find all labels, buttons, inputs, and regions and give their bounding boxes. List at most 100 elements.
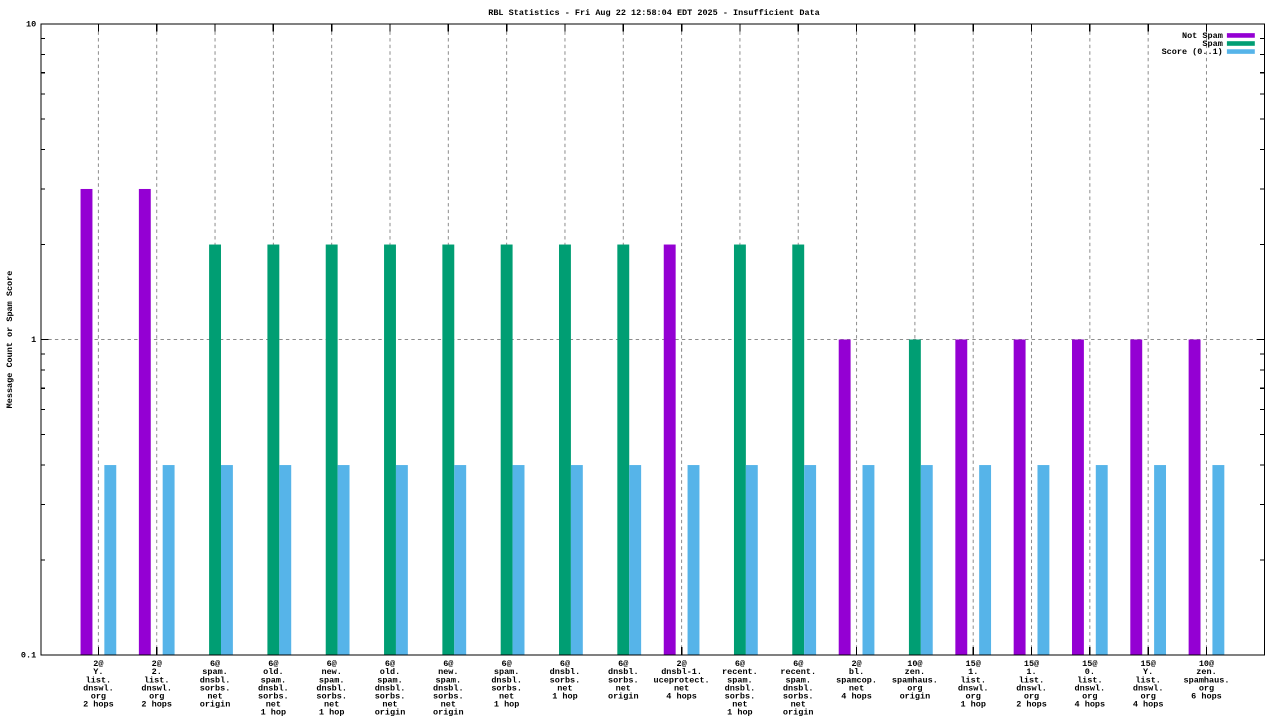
svg-text:6@: 6@ (793, 659, 803, 669)
svg-text:spam.: spam. (785, 675, 811, 685)
svg-text:spam.: spam. (727, 675, 753, 685)
svg-text:recent.: recent. (780, 667, 816, 677)
svg-text:net: net (674, 683, 689, 693)
svg-text:15@: 15@ (1082, 659, 1097, 669)
svg-text:1 hop: 1 hop (727, 708, 753, 718)
svg-text:dnsbl.: dnsbl. (783, 683, 814, 693)
svg-text:net: net (441, 700, 456, 710)
svg-text:net: net (382, 700, 397, 710)
svg-text:spamhaus.: spamhaus. (1184, 675, 1230, 685)
svg-text:org: org (1024, 692, 1039, 702)
svg-text:6@: 6@ (268, 659, 278, 669)
svg-text:4 hops: 4 hops (666, 692, 697, 702)
svg-text:15@: 15@ (966, 659, 981, 669)
svg-text:list.: list. (144, 675, 170, 685)
svg-text:2 hops: 2 hops (1016, 700, 1047, 710)
svg-text:uceprotect.: uceprotect. (654, 675, 710, 685)
svg-text:sorbs.: sorbs. (200, 683, 231, 693)
svg-text:new.: new. (438, 667, 458, 677)
svg-text:dnswl.: dnswl. (958, 683, 989, 693)
svg-text:dnswl.: dnswl. (1075, 683, 1106, 693)
svg-text:15@: 15@ (1141, 659, 1156, 669)
svg-text:list.: list. (1019, 675, 1045, 685)
svg-text:Y.: Y. (1143, 667, 1153, 677)
svg-text:1.: 1. (968, 667, 978, 677)
svg-text:list.: list. (1135, 675, 1161, 685)
svg-text:4 hops: 4 hops (1075, 700, 1106, 710)
svg-text:2@: 2@ (851, 659, 861, 669)
svg-text:spamhaus.: spamhaus. (892, 675, 938, 685)
svg-text:org: org (1141, 692, 1156, 702)
svg-text:6@: 6@ (385, 659, 395, 669)
svg-text:spam.: spam. (377, 675, 403, 685)
svg-text:zen.: zen. (905, 667, 925, 677)
svg-text:dnsbl.: dnsbl. (725, 683, 756, 693)
svg-text:dnsbl.: dnsbl. (433, 683, 464, 693)
svg-text:dnswl.: dnswl. (83, 683, 114, 693)
svg-text:1: 1 (31, 335, 36, 345)
svg-text:dnsbl.: dnsbl. (316, 683, 347, 693)
svg-text:origin: origin (433, 708, 464, 718)
svg-text:dnsbl.: dnsbl. (491, 675, 522, 685)
svg-text:dnsbl.: dnsbl. (375, 683, 406, 693)
svg-text:10: 10 (26, 20, 36, 30)
svg-text:list.: list. (1077, 675, 1103, 685)
svg-text:1 hop: 1 hop (960, 700, 986, 710)
svg-text:sorbs.: sorbs. (316, 692, 347, 702)
svg-text:2@: 2@ (93, 659, 103, 669)
svg-text:2@: 2@ (152, 659, 162, 669)
svg-text:net: net (207, 692, 222, 702)
svg-text:spam.: spam. (436, 675, 462, 685)
svg-text:org: org (1082, 692, 1097, 702)
svg-text:spam.: spam. (494, 667, 520, 677)
svg-text:1.: 1. (1026, 667, 1036, 677)
svg-text:6 hops: 6 hops (1191, 692, 1222, 702)
svg-text:dnswl.: dnswl. (1133, 683, 1164, 693)
svg-text:0.1: 0.1 (21, 651, 36, 661)
svg-text:recent.: recent. (722, 667, 758, 677)
svg-text:dnsbl-1.: dnsbl-1. (661, 667, 702, 677)
svg-text:sorbs.: sorbs. (550, 675, 581, 685)
svg-text:sorbs.: sorbs. (608, 675, 639, 685)
svg-text:org: org (91, 692, 106, 702)
svg-text:net: net (266, 700, 281, 710)
svg-text:net: net (732, 700, 747, 710)
svg-text:net: net (849, 683, 864, 693)
svg-text:0.: 0. (1085, 667, 1095, 677)
svg-text:org: org (966, 692, 981, 702)
svg-text:bl.: bl. (849, 667, 864, 677)
svg-text:Y.: Y. (93, 667, 103, 677)
svg-text:dnswl.: dnswl. (141, 683, 172, 693)
svg-text:dnsbl.: dnsbl. (608, 667, 639, 677)
svg-text:RBL Statistics - Fri Aug 22 12: RBL Statistics - Fri Aug 22 12:58:04 EDT… (488, 8, 820, 18)
svg-text:old.: old. (263, 667, 283, 677)
svg-text:6@: 6@ (210, 659, 220, 669)
svg-text:spamcop.: spamcop. (836, 675, 877, 685)
svg-text:6@: 6@ (502, 659, 512, 669)
svg-text:6@: 6@ (618, 659, 628, 669)
svg-text:2 hops: 2 hops (83, 700, 114, 710)
svg-text:6@: 6@ (443, 659, 453, 669)
svg-text:sorbs.: sorbs. (375, 692, 406, 702)
svg-text:dnswl.: dnswl. (1016, 683, 1047, 693)
svg-text:dnsbl.: dnsbl. (550, 667, 581, 677)
svg-text:6@: 6@ (560, 659, 570, 669)
svg-text:sorbs.: sorbs. (433, 692, 464, 702)
svg-text:2 hops: 2 hops (141, 700, 172, 710)
svg-text:Score (0..1): Score (0..1) (1162, 47, 1223, 57)
svg-text:1 hop: 1 hop (552, 692, 578, 702)
svg-text:list.: list. (86, 675, 112, 685)
svg-text:org: org (907, 683, 922, 693)
svg-text:6@: 6@ (327, 659, 337, 669)
svg-text:6@: 6@ (735, 659, 745, 669)
svg-text:sorbs.: sorbs. (491, 683, 522, 693)
svg-text:2.: 2. (152, 667, 162, 677)
svg-text:2@: 2@ (676, 659, 686, 669)
svg-text:net: net (324, 700, 339, 710)
svg-text:org: org (1199, 683, 1214, 693)
svg-text:15@: 15@ (1024, 659, 1039, 669)
svg-text:net: net (499, 692, 514, 702)
svg-text:org: org (149, 692, 164, 702)
svg-text:Not Spam: Not Spam (1182, 31, 1223, 41)
svg-text:spam.: spam. (202, 667, 228, 677)
